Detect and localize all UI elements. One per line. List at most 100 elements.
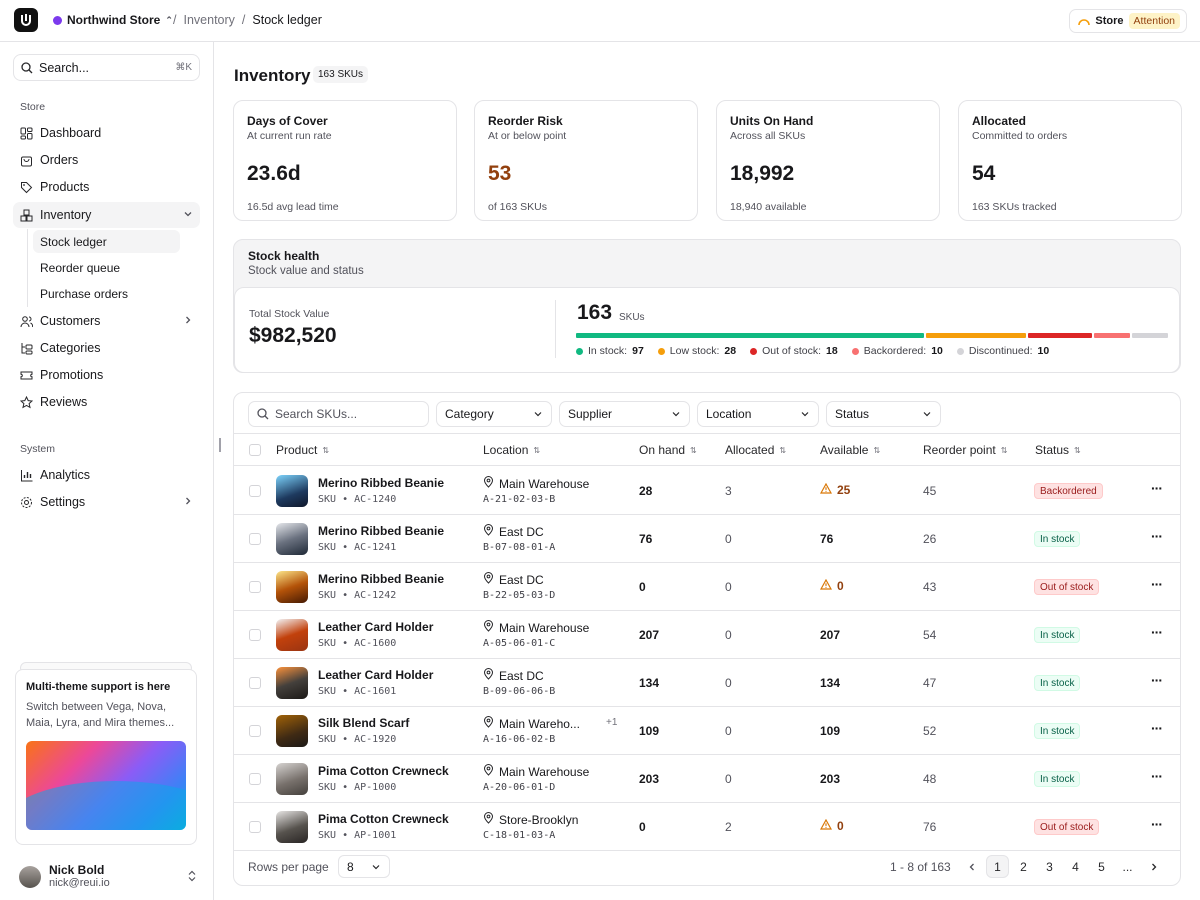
page-ellipsis: ... [1122, 859, 1133, 874]
product-name[interactable]: Pima Cotton Crewneck [318, 812, 449, 826]
col-status[interactable]: Status ⇅ [1035, 443, 1081, 457]
nav-analytics-label: Analytics [40, 468, 91, 482]
legend-value: 28 [724, 345, 737, 357]
row-checkbox[interactable] [249, 725, 261, 737]
kpi-value: 53 [488, 162, 512, 185]
user-name: Nick Bold [49, 863, 105, 877]
nav-categories[interactable]: Categories [13, 335, 200, 361]
col-on-hand[interactable]: On hand ⇅ [639, 443, 697, 457]
row-checkbox[interactable] [249, 773, 261, 785]
col-product[interactable]: Product ⇅ [276, 443, 329, 457]
reorder-point-value: 54 [923, 628, 937, 642]
nav-reviews[interactable]: Reviews [13, 389, 200, 415]
product-name[interactable]: Pima Cotton Crewneck [318, 764, 449, 778]
table-row[interactable]: Leather Card Holder SKU • AC-1601 East D… [234, 659, 1180, 707]
filter-bar: Search SKUs... Category Supplier Locatio… [248, 401, 941, 427]
product-sku: SKU • AC-1242 [318, 590, 397, 601]
nav-inventory[interactable]: Inventory [13, 202, 200, 228]
product-name[interactable]: Merino Ribbed Beanie [318, 572, 445, 586]
product-name[interactable]: Leather Card Holder [318, 668, 434, 682]
row-actions-button[interactable]: ··· [1151, 576, 1163, 592]
nav-settings[interactable]: Settings [13, 489, 200, 515]
product-name[interactable]: Merino Ribbed Beanie [318, 476, 445, 490]
table-row[interactable]: Merino Ribbed Beanie SKU • AC-1242 East … [234, 563, 1180, 611]
row-actions-button[interactable]: ··· [1151, 768, 1163, 784]
prev-page-button[interactable] [960, 855, 983, 878]
col-available[interactable]: Available ⇅ [820, 443, 880, 457]
row-actions-button[interactable]: ··· [1151, 672, 1163, 688]
product-name[interactable]: Leather Card Holder [318, 620, 434, 634]
kpi-card-days-of-cover: Days of Cover At current run rate 23.6d … [233, 100, 457, 221]
sidebar-resize-handle[interactable] [219, 438, 221, 452]
row-actions-button[interactable]: ··· [1151, 624, 1163, 640]
promo-image [26, 741, 186, 830]
table-row[interactable]: Silk Blend Scarf SKU • AC-1920 Main Ware… [234, 707, 1180, 755]
nav-analytics[interactable]: Analytics [13, 462, 200, 488]
nav-dashboard[interactable]: Dashboard [13, 120, 200, 146]
page-5-button[interactable]: 5 [1098, 859, 1105, 874]
product-thumbnail [276, 571, 308, 603]
nav-stock-ledger[interactable]: Stock ledger [33, 230, 180, 253]
table-row[interactable]: Merino Ribbed Beanie SKU • AC-1240 Main … [234, 467, 1180, 515]
table-row[interactable]: Merino Ribbed Beanie SKU • AC-1241 East … [234, 515, 1180, 563]
kpi-footer: 18,940 available [730, 201, 807, 213]
row-actions-button[interactable]: ··· [1151, 816, 1163, 832]
nav-promotions[interactable]: Promotions [13, 362, 200, 388]
row-actions-button[interactable]: ··· [1151, 528, 1163, 544]
shopping-bag-icon [21, 156, 32, 166]
location-name: Main Warehouse [483, 476, 589, 491]
sku-search-input[interactable]: Search SKUs... [248, 401, 429, 427]
store-status-label: Store [1095, 15, 1124, 27]
col-location[interactable]: Location ⇅ [483, 443, 540, 457]
sidebar-search[interactable]: Search... ⌘K [13, 54, 200, 81]
select-all-checkbox[interactable] [249, 444, 261, 456]
nav-orders[interactable]: Orders [13, 147, 200, 173]
page-3-button[interactable]: 3 [1046, 859, 1053, 874]
rows-per-page-select[interactable]: 8 [338, 855, 390, 878]
product-thumbnail [276, 811, 308, 843]
map-pin-icon [483, 668, 494, 683]
extra-locations-count[interactable]: +1 [606, 717, 618, 728]
nav-products[interactable]: Products [13, 174, 200, 200]
store-switcher[interactable]: Northwind Store ⌃ [53, 13, 173, 27]
breadcrumb-inventory[interactable]: Inventory [183, 13, 235, 27]
on-hand-value: 109 [639, 724, 660, 738]
supplier-filter[interactable]: Supplier [559, 401, 690, 427]
kpi-value: 18,992 [730, 162, 795, 185]
row-checkbox[interactable] [249, 821, 261, 833]
row-actions-button[interactable]: ··· [1151, 480, 1163, 496]
table-row[interactable]: Pima Cotton Crewneck SKU • AP-1001 Store… [234, 803, 1180, 851]
app-logo[interactable] [14, 8, 38, 32]
sku-code: AC-1920 [354, 734, 397, 745]
location-filter[interactable]: Location [697, 401, 819, 427]
product-thumbnail [276, 619, 308, 651]
row-checkbox[interactable] [249, 677, 261, 689]
col-reorder-point[interactable]: Reorder point ⇅ [923, 443, 1007, 457]
nav-reorder-queue[interactable]: Reorder queue [40, 260, 121, 275]
product-name[interactable]: Merino Ribbed Beanie [318, 524, 445, 538]
table-row[interactable]: Leather Card Holder SKU • AC-1600 Main W… [234, 611, 1180, 659]
status-filter[interactable]: Status [826, 401, 941, 427]
chevron-right-icon [183, 495, 193, 509]
sku-label: SKU [318, 686, 337, 697]
category-filter[interactable]: Category [436, 401, 552, 427]
row-checkbox[interactable] [249, 629, 261, 641]
row-checkbox[interactable] [249, 533, 261, 545]
col-allocated[interactable]: Allocated ⇅ [725, 443, 786, 457]
row-actions-button[interactable]: ··· [1151, 720, 1163, 736]
nav-customers[interactable]: Customers [13, 308, 200, 334]
user-menu[interactable]: Nick Bold nick@reui.io [19, 863, 197, 891]
page-2-button[interactable]: 2 [1020, 859, 1027, 874]
available-number: 134 [820, 676, 841, 690]
page-4-button[interactable]: 4 [1072, 859, 1079, 874]
next-page-button[interactable] [1142, 855, 1165, 878]
row-checkbox[interactable] [249, 581, 261, 593]
reorder-point-value: 47 [923, 676, 937, 690]
store-status-button[interactable]: Store Attention [1069, 9, 1187, 33]
table-row[interactable]: Pima Cotton Crewneck SKU • AP-1000 Main … [234, 755, 1180, 803]
product-name[interactable]: Silk Blend Scarf [318, 716, 410, 730]
nav-purchase-orders[interactable]: Purchase orders [40, 286, 129, 301]
promo-card[interactable]: Multi-theme support is here Switch betwe… [15, 669, 197, 845]
row-checkbox[interactable] [249, 485, 261, 497]
page-1-button[interactable]: 1 [986, 855, 1009, 878]
